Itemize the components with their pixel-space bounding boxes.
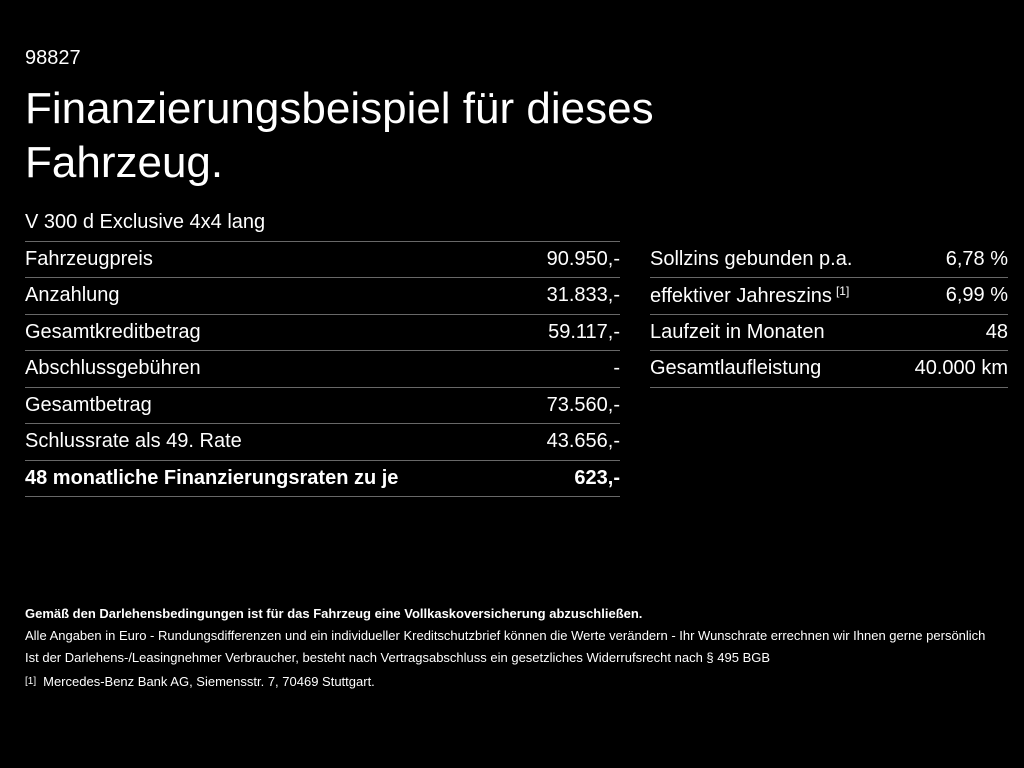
row-label: Abschlussgebühren	[25, 357, 201, 380]
table-row: Laufzeit in Monaten 48	[650, 315, 1008, 351]
row-value: -	[613, 357, 620, 380]
table-row: effektiver Jahreszins [1] 6,99 %	[650, 278, 1008, 315]
row-value: 43.656,-	[546, 430, 620, 453]
table-row: Gesamtlaufleistung 40.000 km	[650, 351, 1008, 388]
row-value: 623,-	[574, 466, 620, 489]
finance-table: V 300 d Exclusive 4x4 lang Fahrzeugpreis…	[25, 205, 620, 497]
page-title: Finanzierungsbeispiel für dieses Fahrzeu…	[25, 84, 654, 187]
footnote-marker: [1]	[25, 676, 37, 687]
model-name-row: V 300 d Exclusive 4x4 lang	[25, 205, 620, 242]
row-label: Schlussrate als 49. Rate	[25, 430, 242, 453]
row-label-text: effektiver Jahreszins	[650, 284, 832, 307]
row-value: 90.950,-	[546, 247, 620, 270]
table-row: Abschlussgebühren -	[25, 351, 620, 388]
row-value: 59.117,-	[548, 320, 620, 343]
footer-note-1: Alle Angaben in Euro - Rundungsdifferenz…	[25, 628, 986, 643]
table-row: Gesamtkreditbetrag 59.117,-	[25, 315, 620, 351]
row-label: Gesamtbetrag	[25, 393, 152, 416]
table-row: Sollzins gebunden p.a. 6,78 %	[650, 242, 1008, 278]
table-row: Anzahlung 31.833,-	[25, 278, 620, 315]
footnote: [1] Mercedes-Benz Bank AG, Siemensstr. 7,…	[25, 671, 1008, 693]
row-label: 48 monatliche Finanzierungsraten zu je	[25, 466, 399, 489]
footer-note-2: Ist der Darlehens-/Leasingnehmer Verbrau…	[25, 650, 771, 665]
row-label: Anzahlung	[25, 284, 120, 307]
model-name: V 300 d Exclusive 4x4 lang	[25, 211, 266, 234]
conditions-table: Sollzins gebunden p.a. 6,78 % effektiver…	[650, 242, 1008, 498]
row-value: 48	[985, 320, 1008, 343]
table-row: Fahrzeugpreis 90.950,-	[25, 242, 620, 278]
row-label: effektiver Jahreszins [1]	[650, 284, 849, 308]
row-label: Gesamtlaufleistung	[650, 357, 822, 380]
tables-container: V 300 d Exclusive 4x4 lang Fahrzeugpreis…	[25, 205, 1008, 497]
row-label: Laufzeit in Monaten	[650, 320, 825, 343]
row-value: 6,99 %	[945, 284, 1008, 307]
vehicle-code: 98827	[25, 47, 81, 69]
legal-footer: Gemäß den Darlehensbedingungen ist für d…	[25, 603, 1008, 693]
financing-sheet: 98827 Finanzierungsbeispiel für dieses F…	[25, 47, 1008, 693]
row-value: 73.560,-	[546, 393, 620, 416]
row-label: Fahrzeugpreis	[25, 247, 153, 270]
row-value: 31.833,-	[546, 284, 620, 307]
row-value: 40.000 km	[914, 357, 1008, 380]
insurance-note: Gemäß den Darlehensbedingungen ist für d…	[25, 606, 643, 621]
row-label: Sollzins gebunden p.a.	[650, 247, 853, 270]
table-row-monthly-rate: 48 monatliche Finanzierungsraten zu je 6…	[25, 461, 620, 497]
footnote-text: Mercedes-Benz Bank AG, Siemensstr. 7, 70…	[43, 674, 375, 689]
table-row: Gesamtbetrag 73.560,-	[25, 388, 620, 424]
footnote-ref: [1]	[835, 283, 850, 298]
row-label: Gesamtkreditbetrag	[25, 320, 201, 343]
table-row: Schlussrate als 49. Rate 43.656,-	[25, 424, 620, 461]
row-value: 6,78 %	[945, 247, 1008, 270]
